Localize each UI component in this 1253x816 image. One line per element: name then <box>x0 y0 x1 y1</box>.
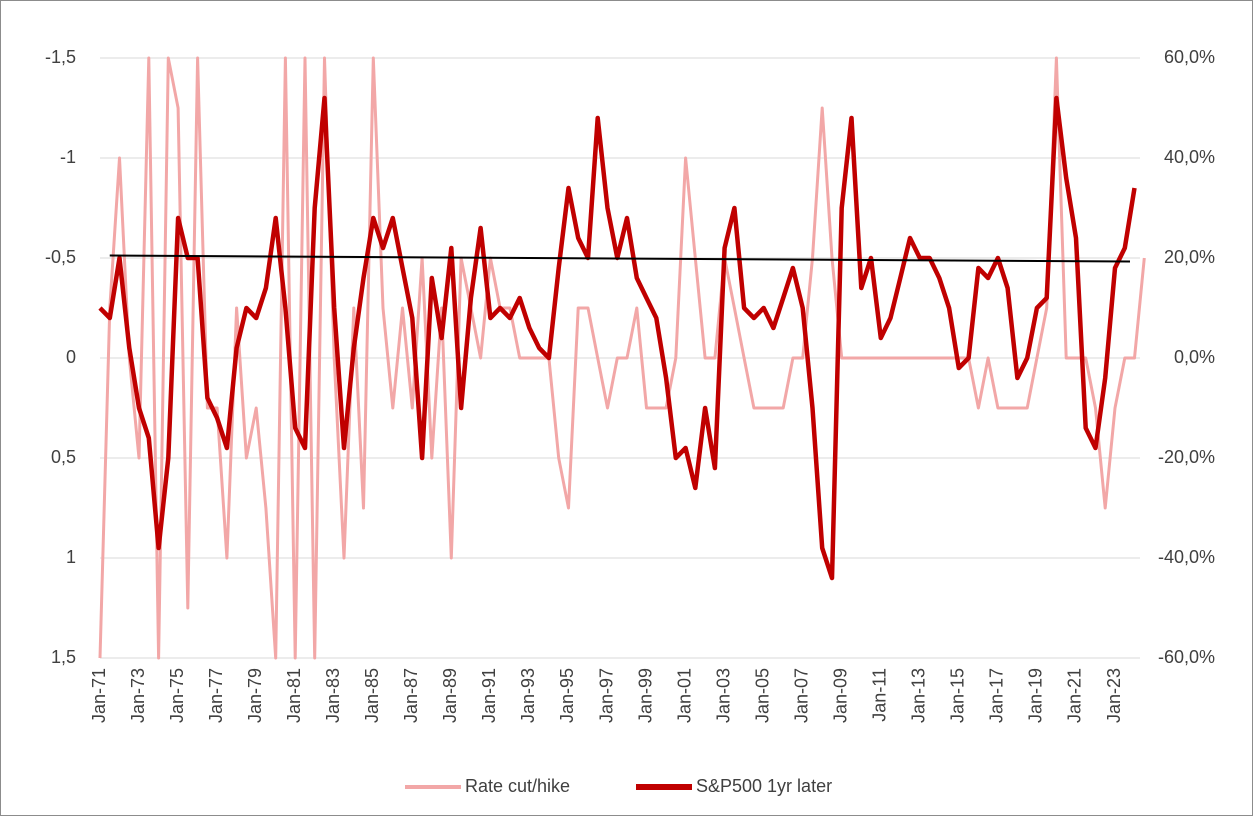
x-tick-label: Jan-79 <box>245 668 265 723</box>
y-tick-label: 1,5 <box>51 647 76 667</box>
y2-tick-label: 0,0% <box>1174 347 1215 367</box>
x-tick-label: Jan-05 <box>752 668 772 723</box>
x-tick-label: Jan-03 <box>713 668 733 723</box>
y-tick-label: 0 <box>66 347 76 367</box>
x-tick-label: Jan-17 <box>987 668 1007 723</box>
x-tick-label: Jan-21 <box>1065 668 1085 723</box>
x-tick-label: Jan-71 <box>89 668 109 723</box>
x-tick-label: Jan-91 <box>479 668 499 723</box>
legend-label: S&P500 1yr later <box>696 776 832 796</box>
x-tick-label: Jan-11 <box>870 668 890 722</box>
legend-label: Rate cut/hike <box>465 776 570 796</box>
trendline <box>109 254 1131 263</box>
x-tick-label: Jan-95 <box>557 668 577 723</box>
x-tick-label: Jan-85 <box>362 668 382 723</box>
x-tick-label: Jan-73 <box>128 668 148 723</box>
x-tick-label: Jan-07 <box>791 668 811 723</box>
y2-tick-label: -40,0% <box>1158 547 1215 567</box>
x-tick-label: Jan-19 <box>1026 668 1046 723</box>
x-tick-label: Jan-87 <box>401 668 421 723</box>
x-tick-label: Jan-75 <box>167 668 187 723</box>
x-tick-label: Jan-23 <box>1104 668 1124 723</box>
x-tick-label: Jan-89 <box>440 668 460 723</box>
x-tick-label: Jan-01 <box>674 668 694 723</box>
x-tick-label: Jan-13 <box>909 668 929 723</box>
y-tick-label: -1,5 <box>45 47 76 67</box>
y-tick-label: -1 <box>60 147 76 167</box>
y2-tick-label: 40,0% <box>1164 147 1215 167</box>
x-tick-label: Jan-99 <box>635 668 655 723</box>
y-tick-label: -0,5 <box>45 247 76 267</box>
series-line <box>98 56 1146 660</box>
y2-tick-label: -20,0% <box>1158 447 1215 467</box>
x-tick-label: Jan-77 <box>206 668 226 723</box>
x-tick-label: Jan-15 <box>948 668 968 723</box>
x-tick-label: Jan-09 <box>830 668 850 723</box>
y-tick-label: 0,5 <box>51 447 76 467</box>
x-tick-label: Jan-81 <box>284 668 304 723</box>
x-tick-label: Jan-93 <box>518 668 538 723</box>
x-tick-label: Jan-97 <box>596 668 616 723</box>
x-tick-label: Jan-83 <box>323 668 343 723</box>
y2-tick-label: 20,0% <box>1164 247 1215 267</box>
y2-tick-label: 60,0% <box>1164 47 1215 67</box>
y2-tick-label: -60,0% <box>1158 647 1215 667</box>
y-tick-label: 1 <box>66 547 76 567</box>
